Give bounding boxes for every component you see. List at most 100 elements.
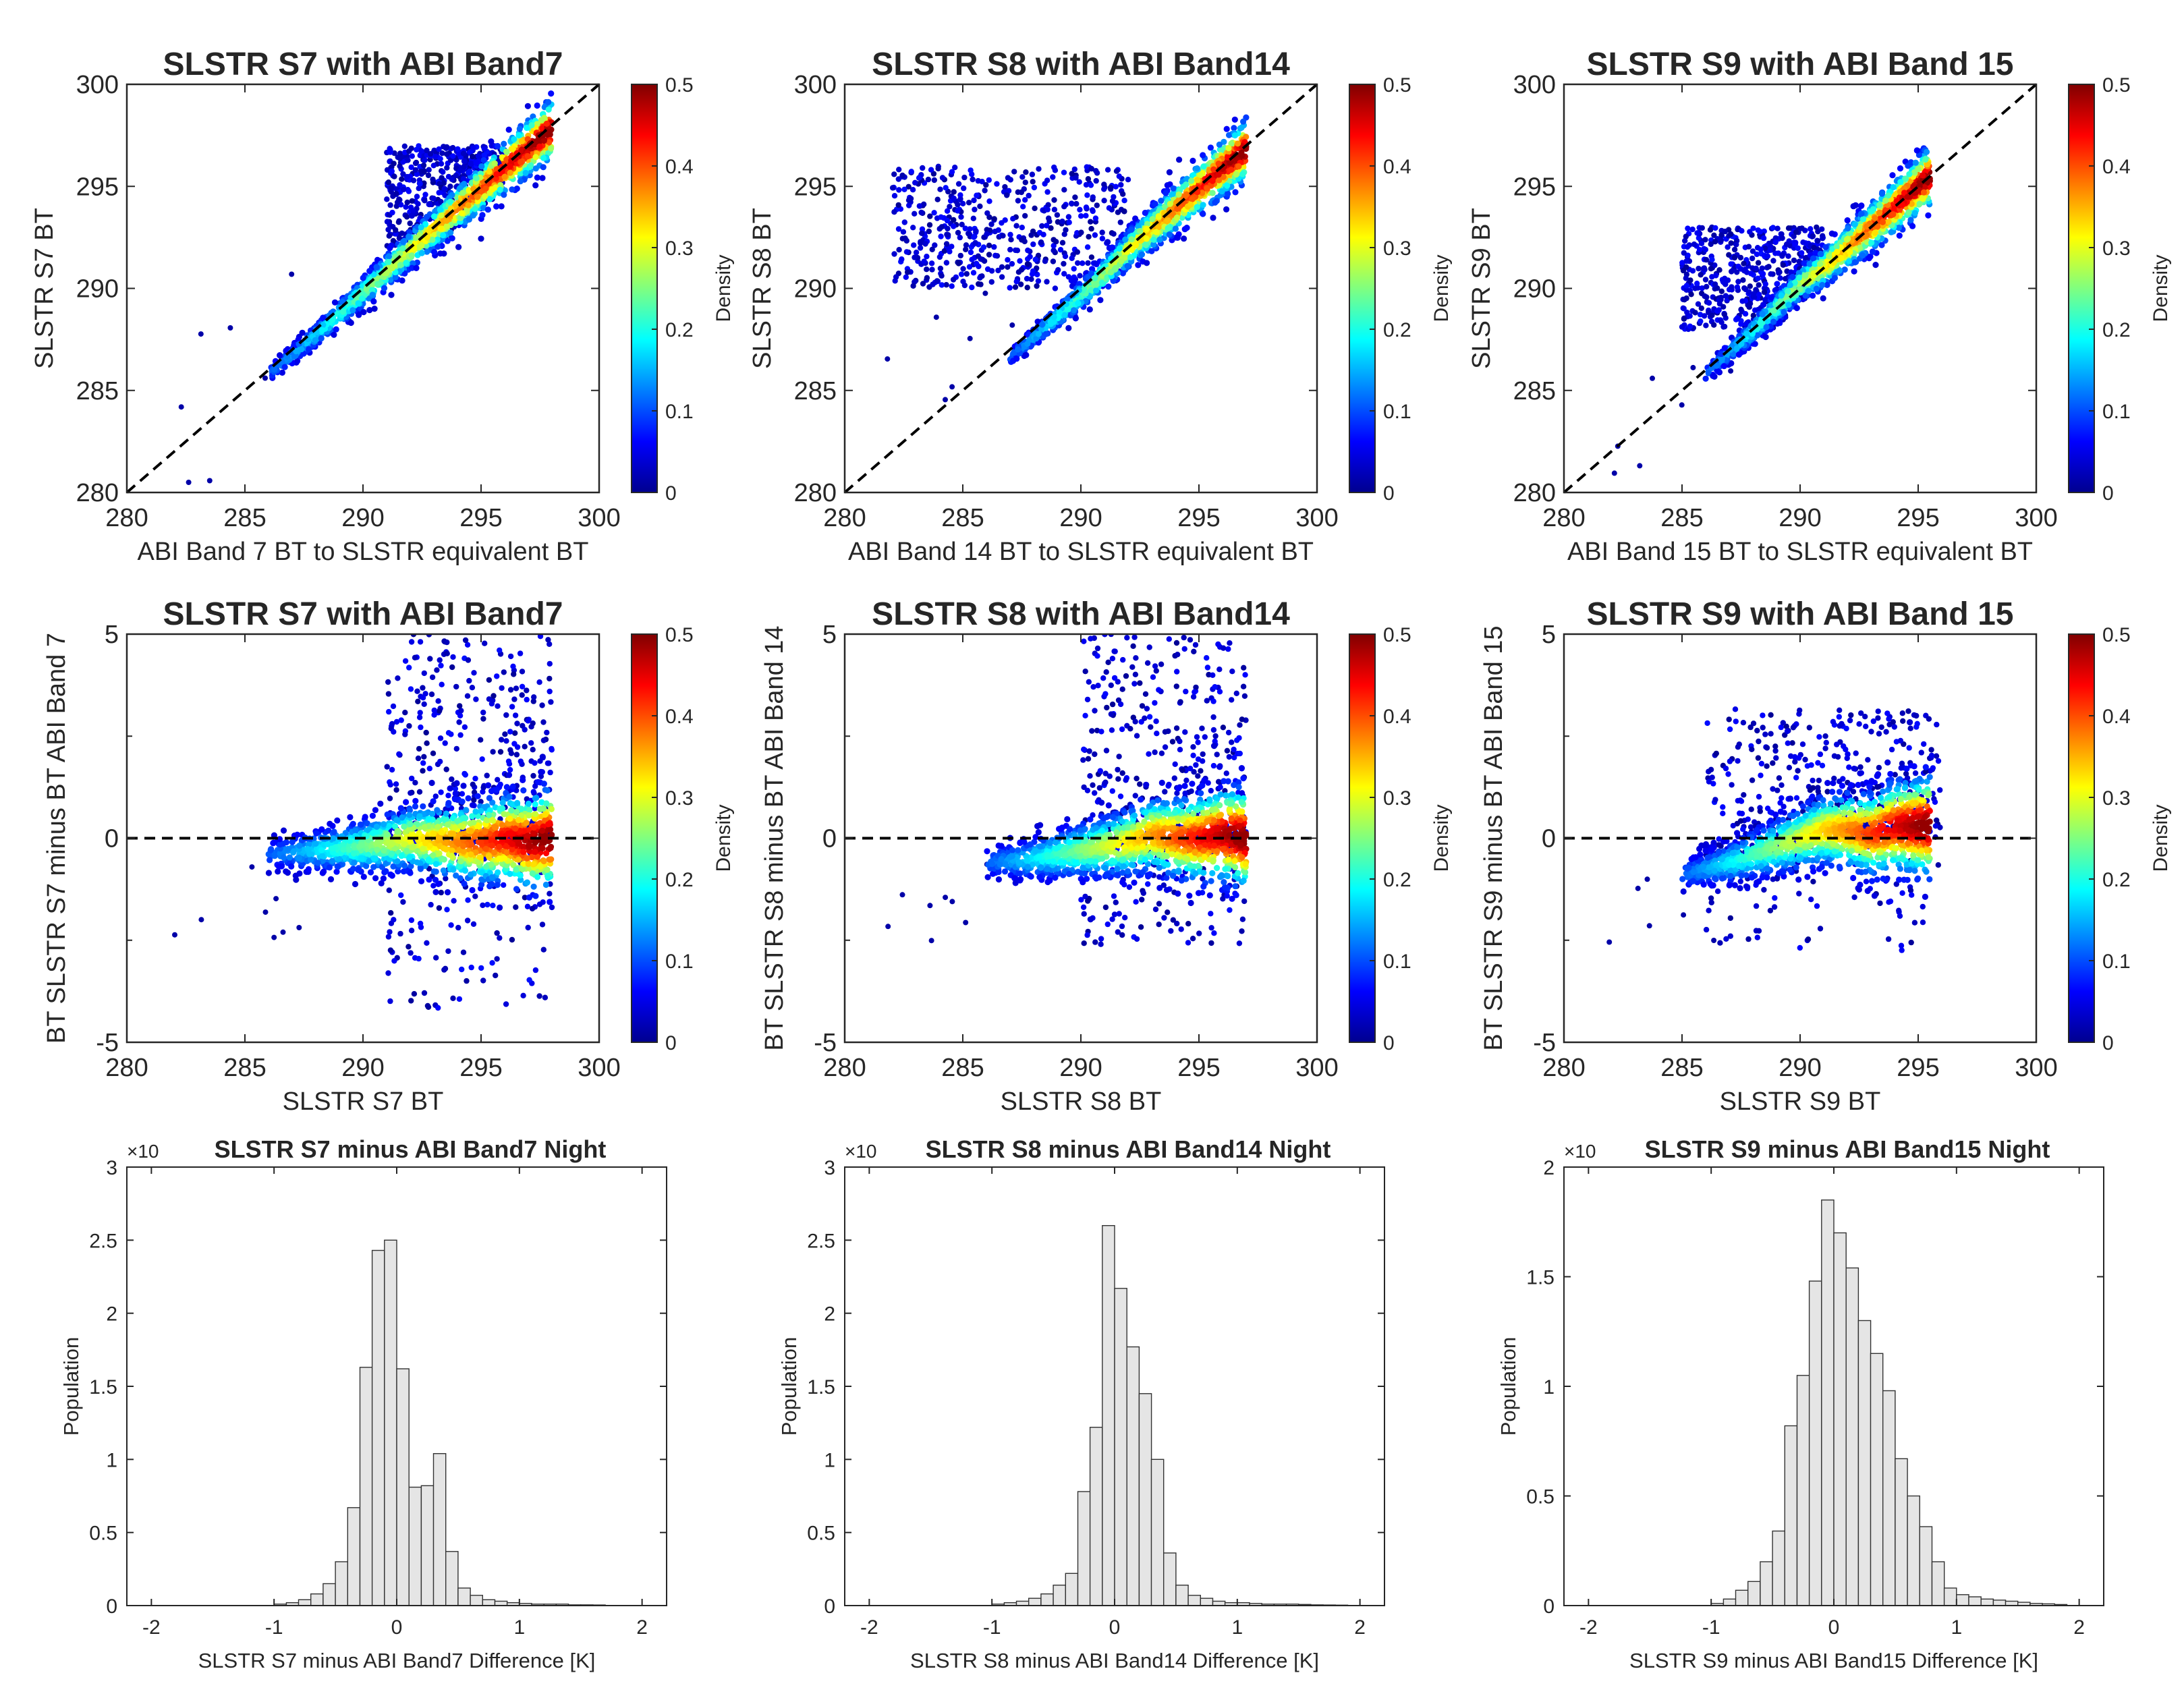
- scatter-point: [437, 156, 443, 162]
- scatter-point: [291, 353, 298, 360]
- scatter-point: [460, 176, 467, 182]
- scatter-point: [938, 233, 944, 239]
- scatter-point: [417, 181, 423, 187]
- scatter-point: [1684, 244, 1691, 250]
- scatter-point: [548, 90, 555, 97]
- scatter-point: [524, 153, 532, 160]
- scatter-point: [1061, 187, 1067, 193]
- scatter-point: [397, 182, 403, 188]
- scatter-point: [1702, 293, 1708, 300]
- scatter-point: [1734, 269, 1740, 275]
- scatter-point: [1683, 295, 1689, 302]
- scatter-point: [924, 275, 930, 281]
- scatter-point: [1811, 244, 1817, 251]
- scatter-point: [431, 231, 438, 238]
- scatter-point: [509, 186, 515, 193]
- scatter-point: [1086, 233, 1092, 240]
- scatter-point: [401, 143, 408, 149]
- scatter-point: [1200, 152, 1206, 159]
- scatter-point: [1783, 242, 1790, 248]
- scatter-point: [540, 164, 547, 171]
- scatter-point: [513, 186, 520, 192]
- scatter-point: [306, 346, 312, 353]
- scatter-point: [1745, 244, 1752, 250]
- scatter-point: [1231, 132, 1239, 139]
- colorbar-tick-label: 0.5: [1383, 74, 1411, 96]
- scatter-point: [1104, 167, 1111, 173]
- scatter-point: [198, 331, 204, 337]
- scatter-point: [1212, 199, 1219, 206]
- scatter-point: [1061, 260, 1067, 267]
- scatter-point: [988, 279, 995, 285]
- scatter-point: [1104, 239, 1111, 246]
- scatter-point: [1716, 307, 1722, 313]
- scatter-point: [480, 157, 487, 164]
- scatter-point: [403, 260, 410, 266]
- scatter-point: [331, 331, 337, 338]
- y-tick-label: 300: [76, 71, 119, 99]
- scatter-point: [366, 268, 373, 275]
- scatter-point: [980, 244, 987, 250]
- scatter-point: [960, 200, 966, 206]
- scatter-point: [1059, 219, 1065, 225]
- scatter-point: [1024, 261, 1031, 267]
- scatter-point: [320, 314, 327, 321]
- scatter-point: [891, 251, 897, 257]
- scatter-point: [938, 214, 944, 220]
- scatter-point: [1681, 316, 1687, 322]
- scatter-point: [1683, 233, 1689, 239]
- scatter-point: [494, 142, 501, 150]
- scatter-point: [1896, 232, 1903, 239]
- scatter-point: [924, 254, 930, 260]
- scatter-point: [1054, 212, 1061, 218]
- scatter-point: [1740, 277, 1746, 283]
- scatter-point: [1142, 242, 1149, 248]
- scatter-point: [1023, 169, 1029, 175]
- scatter-point: [1172, 225, 1179, 232]
- scatter-point: [389, 209, 395, 216]
- colorbar: [631, 84, 658, 493]
- scatter-point: [1785, 225, 1792, 231]
- scatter-point: [1791, 233, 1797, 239]
- scatter-point: [415, 201, 421, 207]
- scatter-point: [895, 176, 902, 182]
- scatter-point: [437, 225, 444, 232]
- scatter-point: [1014, 248, 1021, 254]
- scatter-point: [1023, 351, 1030, 358]
- colorbar-tick-label: 0.4: [1383, 156, 1411, 178]
- scatter-point: [1155, 223, 1162, 231]
- scatter-point: [397, 155, 403, 161]
- scatter-point: [399, 238, 407, 245]
- scatter-point: [386, 233, 392, 239]
- scatter-point: [497, 186, 503, 193]
- scatter-point: [1683, 287, 1689, 293]
- scatter-point: [1044, 206, 1051, 213]
- scatter-point: [1122, 236, 1129, 243]
- scatter-point: [1233, 171, 1239, 178]
- scatter-point: [896, 167, 902, 173]
- scatter-point: [403, 204, 409, 210]
- colorbar-tick-label: 0.1: [665, 401, 694, 423]
- scatter-point: [1075, 260, 1081, 266]
- scatter-point: [1084, 164, 1090, 170]
- scatter-point: [1025, 247, 1031, 254]
- scatter-point: [1785, 253, 1791, 259]
- scatter-point: [1109, 244, 1116, 251]
- scatter-point: [1637, 463, 1643, 469]
- scatter-point: [901, 219, 908, 225]
- scatter-point: [1712, 285, 1718, 292]
- scatter-point: [1106, 205, 1113, 211]
- scatter-point: [1011, 169, 1017, 175]
- scatter-point: [1200, 163, 1207, 170]
- scatter-point: [1704, 283, 1710, 290]
- scatter-point: [347, 319, 354, 327]
- scatter-point: [1691, 241, 1698, 248]
- scatter-point: [498, 203, 505, 210]
- scatter-point: [1092, 215, 1099, 221]
- scatter-point: [373, 264, 380, 271]
- scatter-point: [1721, 323, 1728, 330]
- scatter-point: [1032, 205, 1038, 211]
- scatter-point: [1051, 164, 1057, 171]
- scatter-point: [1042, 331, 1049, 337]
- scatter-point: [1071, 307, 1077, 314]
